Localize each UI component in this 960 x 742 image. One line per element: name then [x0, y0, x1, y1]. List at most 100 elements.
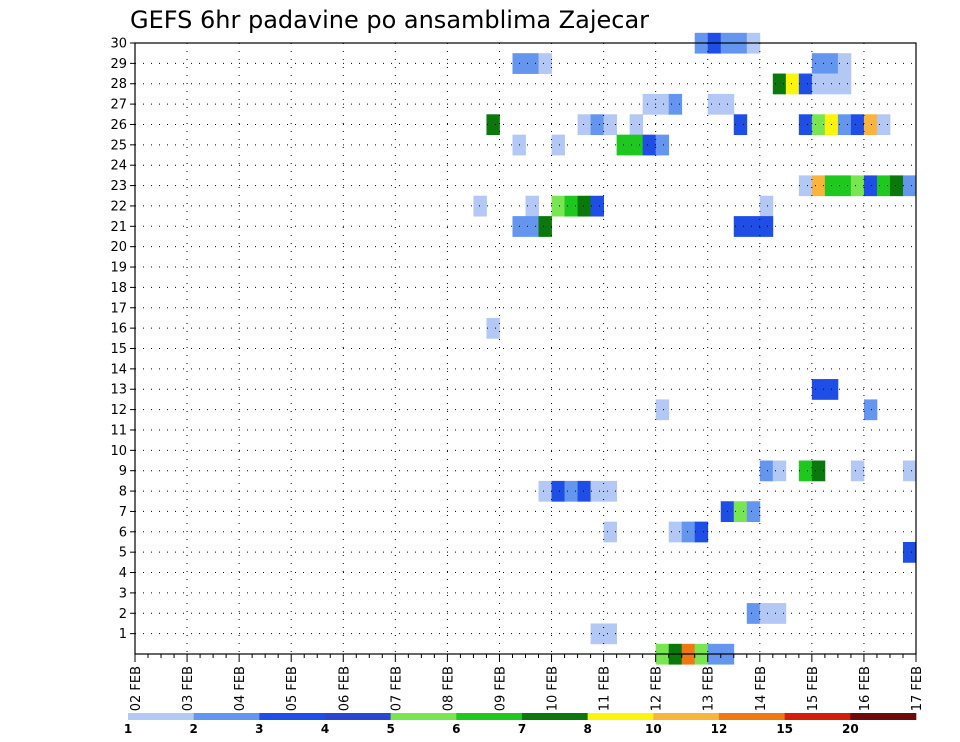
y-tick-label: 8	[119, 485, 127, 500]
x-tick-label: 09 FEB	[493, 666, 508, 711]
x-tick-label: 07 FEB	[389, 666, 404, 711]
legend-swatch	[850, 713, 917, 720]
heatmap-cell	[902, 541, 917, 563]
heatmap-cell	[538, 480, 552, 502]
heatmap-cell	[863, 114, 878, 136]
heatmap-cell	[876, 114, 891, 136]
heatmap-cell	[577, 114, 591, 136]
heatmap-cell	[772, 460, 787, 482]
x-tick-label: 17 FEB	[910, 666, 925, 711]
y-tick-label: 3	[119, 586, 127, 601]
x-tick-label: 02 FEB	[129, 666, 144, 711]
x-tick-label: 04 FEB	[233, 666, 248, 711]
heatmap-cell	[681, 521, 696, 543]
heatmap-cell	[863, 175, 878, 197]
y-tick-label: 14	[110, 362, 127, 377]
heatmap-cell	[811, 175, 826, 197]
heatmap-cell	[889, 175, 904, 197]
legend-swatch	[719, 713, 785, 720]
y-tick-label: 6	[119, 525, 127, 540]
x-tick-label: 06 FEB	[337, 666, 352, 711]
y-tick-label: 13	[110, 383, 127, 398]
legend-label: 3	[255, 722, 263, 736]
heatmap-cell	[655, 399, 670, 421]
legend-swatch	[390, 713, 457, 720]
heatmap-cell	[642, 93, 657, 115]
heatmap-cell	[551, 480, 565, 502]
legend-swatch	[587, 713, 654, 720]
x-tick-label: 14 FEB	[754, 666, 769, 711]
heatmap-cell	[564, 480, 578, 502]
heatmap-cell	[850, 114, 865, 136]
legend-label: 15	[776, 722, 793, 736]
heatmap-cell	[837, 53, 852, 74]
heatmap-cell	[603, 521, 618, 543]
y-tick-label: 4	[119, 566, 127, 581]
heatmap-cell	[746, 501, 761, 523]
legend-swatch	[193, 713, 260, 720]
legend-swatch	[456, 713, 523, 720]
heatmap-cell	[902, 460, 917, 482]
heatmap-cell	[811, 379, 826, 400]
heatmap-cell	[525, 195, 539, 217]
heatmap-cell	[538, 216, 552, 237]
heatmap-cell	[486, 317, 500, 339]
heatmap-cell	[746, 216, 761, 237]
heatmap-cell	[759, 603, 774, 624]
x-tick-label: 16 FEB	[858, 666, 873, 711]
y-axis-ticks: 1234567891011121314151617181920212223242…	[110, 37, 135, 642]
heatmap-cell	[473, 195, 487, 217]
legend-label: 20	[842, 722, 859, 736]
y-tick-label: 20	[110, 240, 127, 255]
y-tick-label: 23	[110, 179, 127, 194]
heatmap-cell	[525, 53, 539, 74]
heatmap-cell	[811, 114, 826, 136]
heatmap-cell	[590, 195, 604, 217]
x-tick-label: 15 FEB	[806, 666, 821, 711]
y-tick-label: 18	[110, 281, 127, 296]
x-tick-label: 10 FEB	[546, 666, 561, 711]
heatmap-cell	[564, 195, 578, 217]
legend-label: 12	[711, 722, 728, 736]
heatmap-cell	[629, 114, 644, 136]
legend-swatch	[522, 713, 588, 720]
heatmap-cell	[798, 73, 813, 95]
heatmap-cell	[811, 53, 826, 74]
x-tick-label: 05 FEB	[285, 666, 300, 711]
x-tick-label: 12 FEB	[650, 666, 665, 711]
legend-swatch	[128, 713, 194, 720]
heatmap-cell	[603, 480, 618, 502]
heatmap-cell	[655, 93, 670, 115]
heatmap-cell	[694, 521, 709, 543]
heatmap-cell	[668, 93, 683, 115]
heatmap-cell	[772, 603, 787, 624]
y-tick-label: 26	[110, 118, 127, 133]
y-tick-label: 12	[110, 403, 127, 418]
heatmap-cell	[733, 216, 748, 237]
heatmap-cell	[759, 195, 774, 217]
y-tick-label: 16	[110, 322, 127, 337]
heatmap-cell	[590, 114, 604, 136]
heatmap-cell	[863, 399, 878, 421]
y-tick-label: 21	[110, 220, 127, 235]
legend-swatch	[325, 713, 391, 720]
legend-label: 4	[321, 722, 329, 736]
y-tick-label: 15	[110, 342, 127, 357]
heatmap-cell	[902, 175, 917, 197]
legend-label: 10	[645, 722, 662, 736]
y-tick-label: 5	[119, 546, 127, 561]
chart-title: GEFS 6hr padavine po ansamblima Zajecar	[130, 6, 649, 34]
heatmap-cell	[603, 114, 618, 136]
heatmap-cell	[837, 175, 852, 197]
x-tick-label: 08 FEB	[441, 666, 456, 711]
legend-label: 1	[124, 722, 132, 736]
x-tick-label: 13 FEB	[702, 666, 717, 711]
heatmap-cell	[798, 114, 813, 136]
heatmap-cell	[811, 460, 826, 482]
heatmap-cell	[733, 114, 748, 136]
heatmap-cell	[811, 73, 826, 95]
x-axis-ticks: 02 FEB 03 FEB 04 FEB 05 FEB 06 FEB 07 FEB 08 F…	[129, 654, 925, 711]
legend-label: 8	[583, 722, 591, 736]
heatmap-cell	[798, 175, 813, 197]
